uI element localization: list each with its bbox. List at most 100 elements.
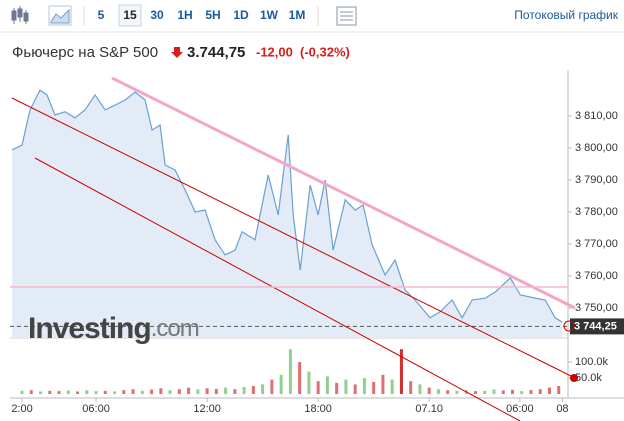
volume-bar xyxy=(113,391,117,394)
line-handle[interactable] xyxy=(570,374,578,382)
volume-bar xyxy=(501,390,505,394)
volume-bar xyxy=(48,390,52,394)
volume-bar xyxy=(29,390,33,394)
volume-bar xyxy=(325,376,329,394)
volume-bar xyxy=(455,390,459,394)
volume-bar xyxy=(150,389,154,394)
interval-button[interactable]: 15 xyxy=(123,8,137,22)
interval-button[interactable]: 5 xyxy=(98,8,105,22)
volume-bar xyxy=(39,391,43,394)
line-handle[interactable] xyxy=(563,320,575,332)
volume-bar xyxy=(168,390,172,394)
interval-button[interactable]: 1H xyxy=(177,8,192,22)
interval-button[interactable]: 5H xyxy=(205,8,220,22)
volume-bar xyxy=(122,390,126,394)
volume-bar xyxy=(510,389,514,394)
volume-bar xyxy=(214,388,218,394)
volume-bar xyxy=(344,379,348,394)
last-price: 3.744,75 xyxy=(187,44,245,61)
volume-bar xyxy=(372,381,376,394)
y-tick-label: 3 760,00 xyxy=(575,270,618,282)
x-tick-label: 06:00 xyxy=(506,403,534,415)
last-price-box xyxy=(570,318,624,335)
price-change-pct: (-0,32%) xyxy=(300,44,350,59)
volume-bar xyxy=(279,374,283,394)
selected-interval xyxy=(118,4,142,27)
volume-bar xyxy=(492,389,496,394)
interval-button[interactable]: 1W xyxy=(260,8,279,22)
volume-bar xyxy=(353,384,357,394)
volume-bar xyxy=(187,387,191,394)
volume-bar xyxy=(242,386,246,394)
volume-bar xyxy=(529,390,533,394)
volume-bar xyxy=(270,379,274,394)
instrument-name: Фьючерс на S&P 500 xyxy=(12,44,158,61)
volume-bar xyxy=(418,384,422,394)
volume-bar xyxy=(233,389,237,394)
interval-button[interactable]: 1M xyxy=(289,8,306,22)
volume-bar xyxy=(224,387,228,394)
y-tick-label: 3 790,00 xyxy=(575,174,618,186)
stream-chart-link[interactable]: Потоковый график xyxy=(514,8,618,22)
watermark: Investing.com xyxy=(28,312,199,345)
volume-bar xyxy=(307,371,311,394)
volume-bar xyxy=(57,391,61,394)
volume-bar xyxy=(20,390,24,394)
volume-bar xyxy=(94,391,98,394)
price-area xyxy=(12,90,563,338)
x-tick-label: 2:00 xyxy=(11,403,32,415)
volume-bar xyxy=(436,389,440,394)
volume-bar xyxy=(381,374,385,394)
volume-bar xyxy=(409,381,413,394)
down-arrow xyxy=(171,47,183,58)
volume-bar xyxy=(335,382,339,394)
y-tick-label: 3 810,00 xyxy=(575,110,618,122)
area-icon[interactable] xyxy=(48,5,72,26)
volume-bar xyxy=(177,389,181,394)
volume-bar xyxy=(538,389,542,394)
volume-bar xyxy=(140,390,144,394)
y-tick-label: 3 780,00 xyxy=(575,206,618,218)
volume-bar xyxy=(251,386,255,394)
toolbar xyxy=(0,0,624,32)
volume-bar xyxy=(205,388,209,394)
volume-bar xyxy=(76,391,80,394)
trend-line[interactable] xyxy=(111,76,576,310)
volume-bar xyxy=(427,387,431,394)
volume-bar xyxy=(159,388,163,394)
volume-bar xyxy=(390,379,394,394)
x-tick-label: 06:00 xyxy=(82,403,110,415)
x-tick-label: 18:00 xyxy=(304,403,332,415)
volume-bar xyxy=(103,390,107,394)
interval-button[interactable]: 30 xyxy=(150,8,164,22)
y-tick-label: 3 750,00 xyxy=(575,302,618,314)
y-tick-label: 3 800,00 xyxy=(575,142,618,154)
last-price-label: 3 744,25 xyxy=(574,320,617,332)
volume-bar xyxy=(261,384,265,394)
volume-bar xyxy=(196,389,200,394)
candle-icon[interactable] xyxy=(11,6,29,24)
volume-bar xyxy=(399,349,403,394)
price-change: -12,00 xyxy=(256,44,293,59)
trend-line[interactable] xyxy=(34,157,521,421)
y-tick-label: 3 770,00 xyxy=(575,238,618,250)
settings-icon[interactable] xyxy=(336,6,357,26)
volume-bar xyxy=(547,387,551,394)
volume-bar xyxy=(316,381,320,394)
volume-bar xyxy=(66,390,70,394)
volume-bar xyxy=(298,362,302,394)
volume-bar xyxy=(557,386,561,394)
volume-bar xyxy=(288,349,292,394)
trend-line[interactable] xyxy=(11,97,576,379)
x-tick-label: 08 xyxy=(556,403,568,415)
volume-bar xyxy=(520,391,524,394)
volume-bar xyxy=(85,390,89,394)
volume-bar xyxy=(131,389,135,394)
interval-button[interactable]: 1D xyxy=(233,8,249,22)
volume-tick-label: 100.0k xyxy=(575,356,609,368)
x-tick-label: 07.10 xyxy=(415,403,443,415)
price-line xyxy=(11,89,563,323)
volume-tick-label: 50.0k xyxy=(575,372,602,384)
volume-bar xyxy=(362,378,366,394)
